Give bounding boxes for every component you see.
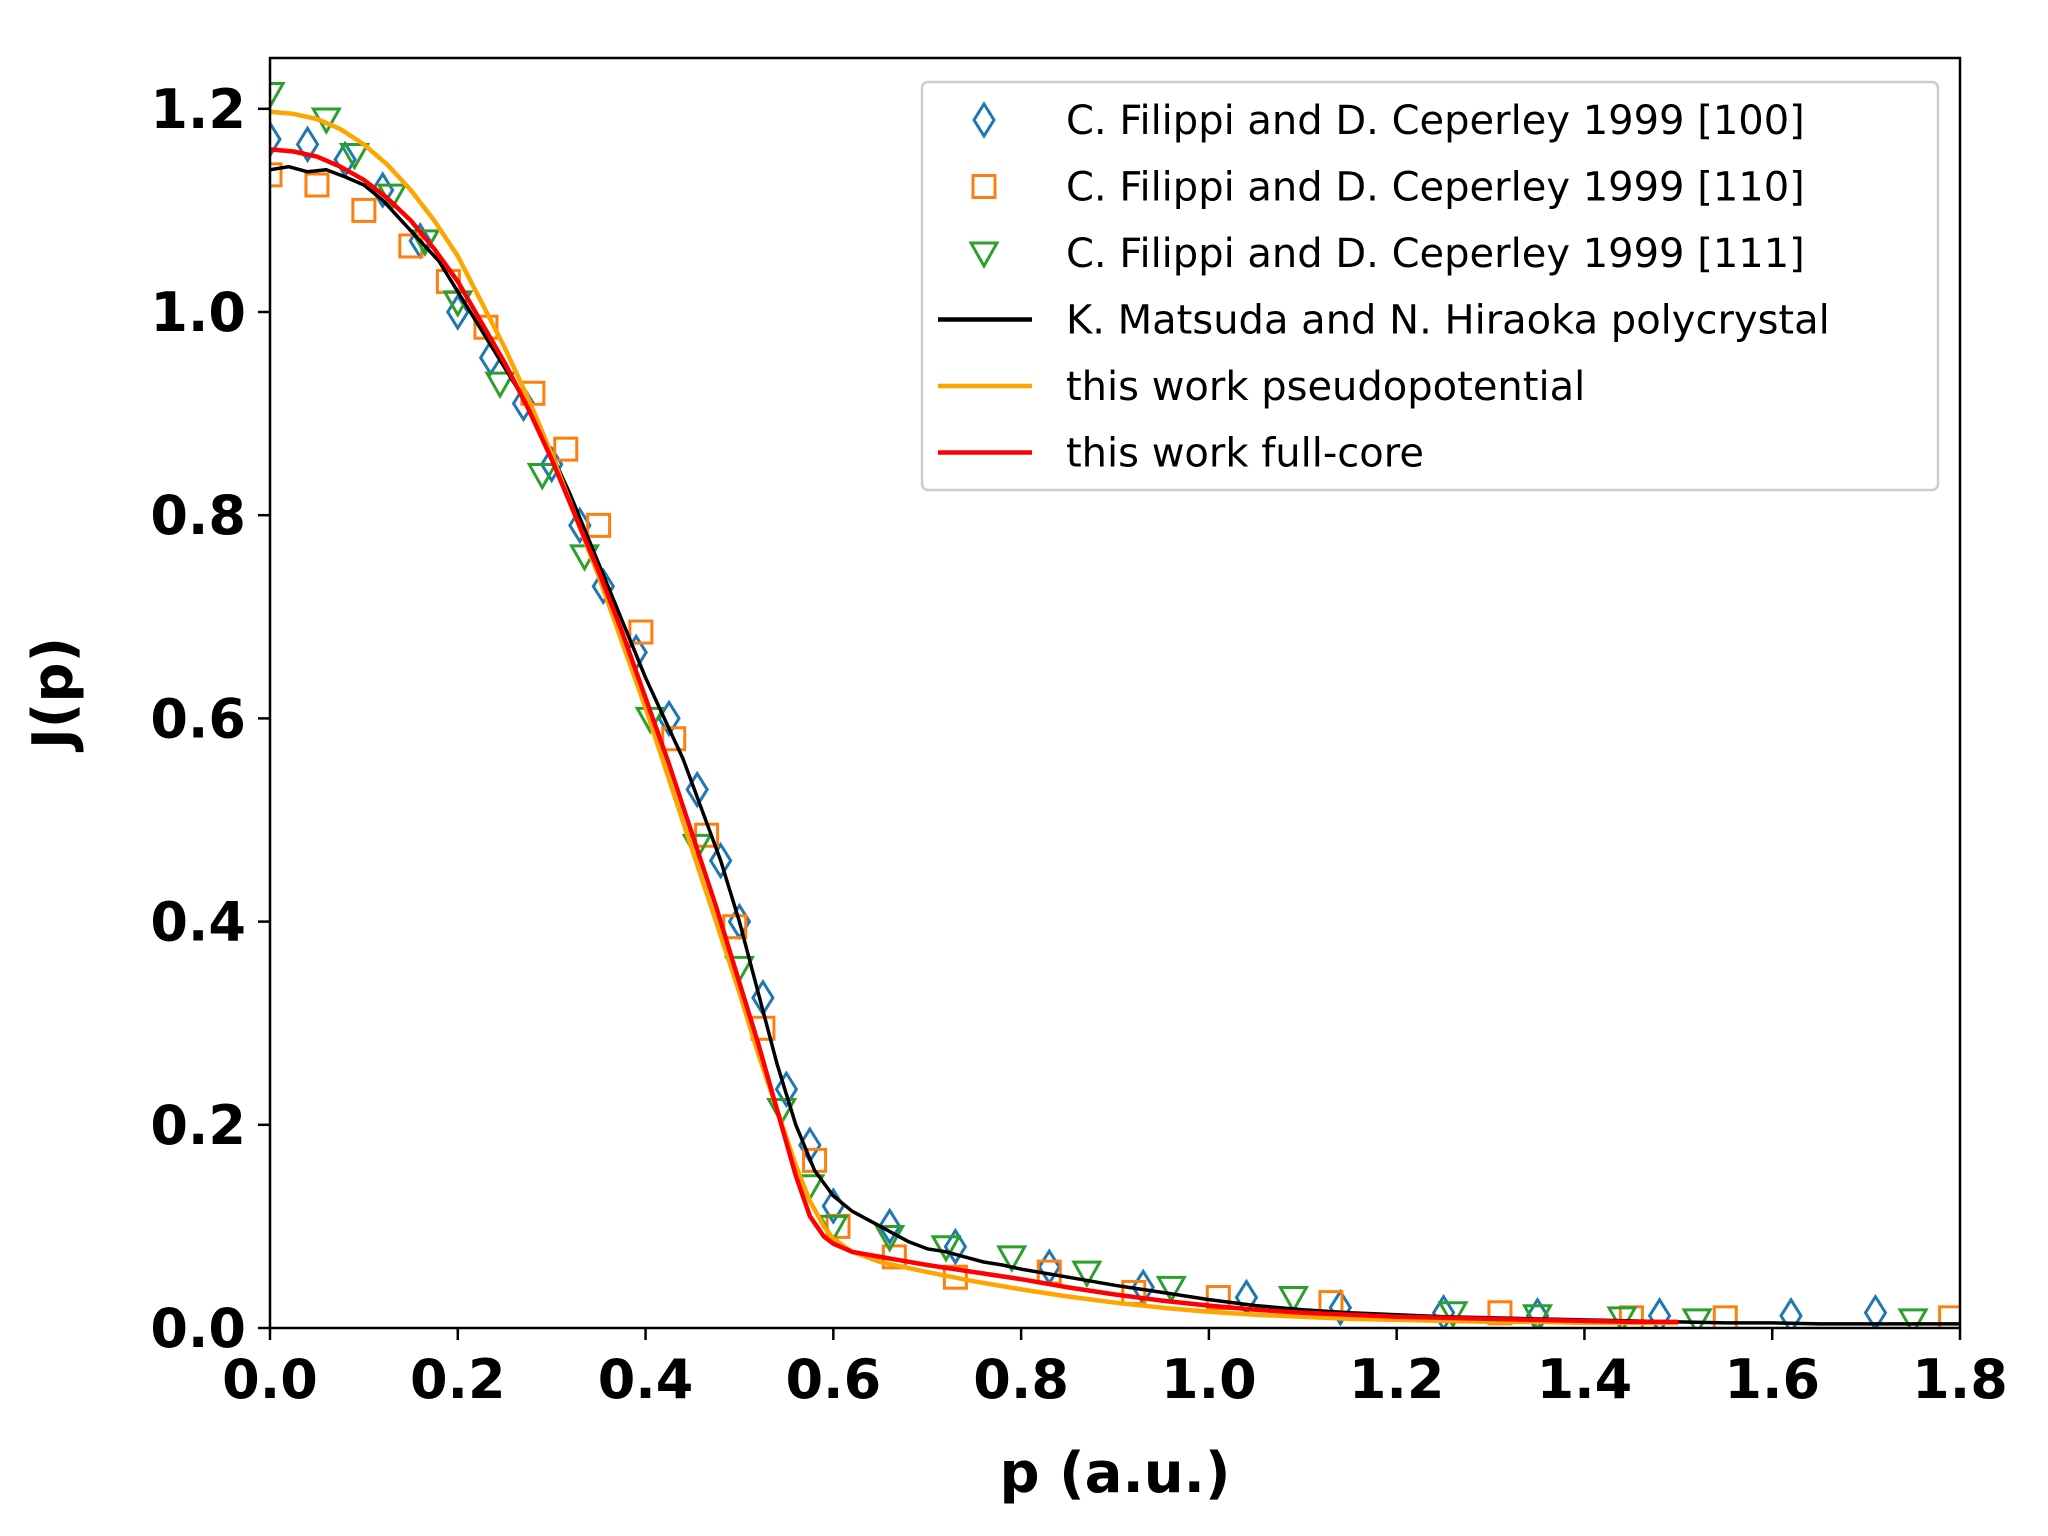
data-point: [295, 125, 320, 164]
y-tick-label: 0.0: [150, 1297, 246, 1360]
data-point: [943, 1227, 968, 1266]
legend-entry: C. Filippi and D. Ceperley 1999 [110]: [971, 165, 1805, 211]
data-point: [1897, 1308, 1929, 1328]
legend-label: this work pseudopotential: [1066, 364, 1585, 410]
x-tick-label: 0.6: [785, 1348, 881, 1411]
legend-label: C. Filippi and D. Ceperley 1999 [100]: [1066, 98, 1805, 144]
data-point: [774, 1070, 799, 1109]
x-tick-label: 0.4: [598, 1348, 694, 1411]
data-point: [270, 120, 282, 159]
x-tick-label: 1.8: [1912, 1348, 2008, 1411]
data-point: [874, 1225, 906, 1253]
data-point: [1525, 1296, 1550, 1328]
y-axis-label: J(p): [21, 637, 86, 753]
data-point: [270, 82, 286, 110]
data-point: [685, 770, 709, 809]
legend: C. Filippi and D. Ceperley 1999 [100] C. …: [920, 80, 1940, 492]
legend-entry: this work pseudopotential: [938, 364, 1585, 410]
legend-entry: this work full-core: [938, 431, 1424, 477]
data-point: [351, 197, 377, 223]
legend-entry: C. Filippi and D. Ceperley 1999 [100]: [972, 98, 1805, 144]
y-tick-label: 0.2: [150, 1094, 246, 1157]
legend-label: this work full-core: [1066, 431, 1424, 477]
data-point: [1431, 1293, 1456, 1328]
data-point: [1437, 1301, 1469, 1328]
y-axis-ticks: 0.0 0.2 0.4 0.6 0.8 1.0 1.2: [150, 78, 270, 1360]
data-point: [591, 567, 616, 606]
data-point: [930, 1235, 962, 1263]
y-tick-label: 1.0: [150, 281, 246, 344]
y-tick-label: 0.4: [150, 891, 246, 954]
legend-marker: [971, 174, 997, 199]
data-point: [708, 841, 733, 880]
y-tick-label: 0.8: [150, 484, 246, 547]
legend-marker: [972, 101, 996, 139]
data-point: [996, 1245, 1028, 1273]
data-point: [484, 371, 516, 400]
legend-label: C. Filippi and D. Ceperley 1999 [110]: [1066, 165, 1805, 211]
x-axis-label: p (a.u.): [1000, 1441, 1231, 1506]
data-point: [1277, 1286, 1309, 1314]
data-point: [1647, 1296, 1672, 1328]
y-tick-label: 0.6: [150, 687, 246, 750]
legend-label: C. Filippi and D. Ceperley 1999 [111]: [1066, 231, 1805, 277]
x-tick-label: 1.4: [1537, 1348, 1633, 1411]
x-tick-label: 0.2: [410, 1348, 506, 1411]
x-tick-label: 0.0: [222, 1348, 318, 1411]
data-point: [661, 726, 687, 752]
data-point: [270, 162, 283, 188]
data-point: [877, 1207, 902, 1246]
data-point: [1779, 1296, 1803, 1328]
data-point: [338, 143, 371, 171]
data-point: [1712, 1305, 1738, 1328]
x-tick-label: 1.2: [1349, 1348, 1445, 1411]
data-point: [628, 619, 654, 645]
data-point: [1155, 1275, 1187, 1304]
x-tick-label: 0.8: [973, 1348, 1069, 1411]
data-point: [304, 172, 330, 198]
legend-label: K. Matsuda and N. Hiraoka polycrystal: [1066, 298, 1830, 344]
x-axis-ticks: 0.0 0.2 0.4 0.6 0.8 1.0 1.2 1.4 1.6 1.8: [222, 1328, 2008, 1411]
data-point: [586, 512, 612, 538]
plot-series: [270, 82, 1960, 1328]
data-point: [526, 463, 558, 491]
data-point: [446, 293, 470, 331]
x-tick-label: 1.0: [1161, 1348, 1257, 1411]
x-tick-label: 1.6: [1724, 1348, 1820, 1411]
legend-marker: [968, 241, 1000, 270]
plot-frame: [268, 56, 1962, 1330]
data-point: [1071, 1260, 1103, 1289]
series-line-5: [270, 147, 1679, 1325]
legend-entry: K. Matsuda and N. Hiraoka polycrystal: [938, 298, 1830, 344]
data-point: [1328, 1288, 1353, 1327]
data-point: [1863, 1293, 1888, 1328]
data-point: [553, 436, 579, 462]
legend-entry: C. Filippi and D. Ceperley 1999 [111]: [968, 231, 1805, 277]
data-point: [1938, 1305, 1960, 1328]
legend-box: [920, 80, 1940, 492]
y-tick-label: 1.2: [150, 78, 246, 141]
